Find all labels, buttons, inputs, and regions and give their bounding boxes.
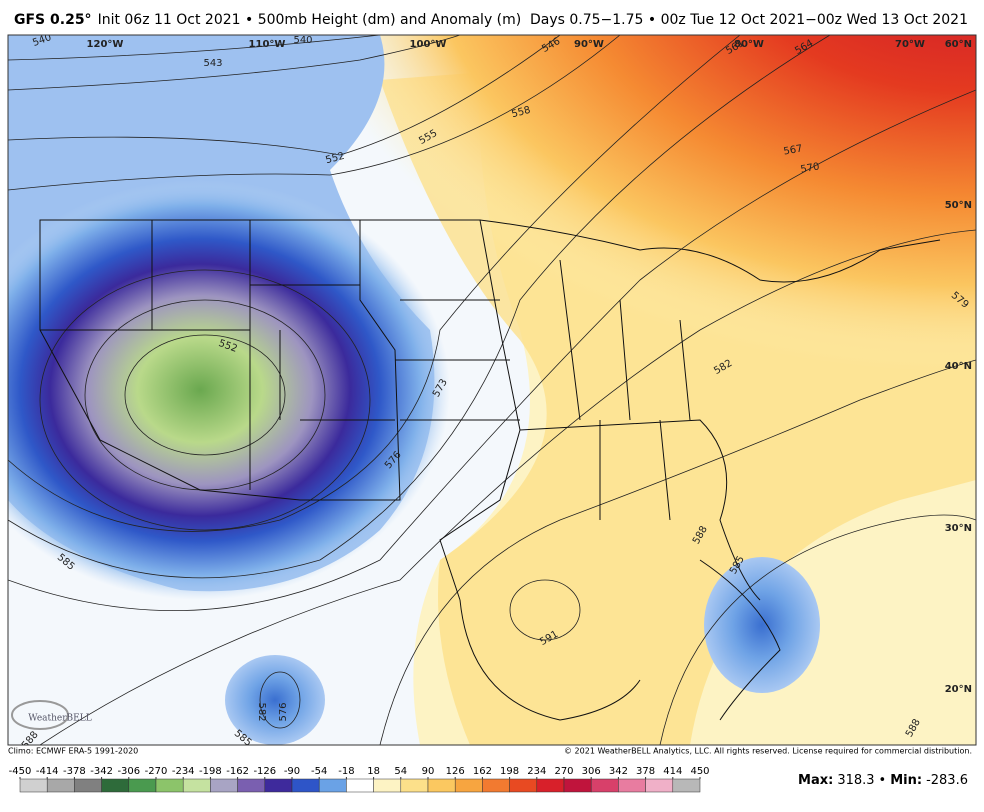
colorbar-label: 90 [422, 766, 435, 777]
colorbar-swatch [536, 778, 565, 793]
header: GFS 0.25° Init 06z 11 Oct 2021 • 500mb He… [14, 12, 521, 28]
colorbar-label: -54 [311, 766, 327, 777]
colorbar-swatch [237, 778, 266, 793]
max-value: 318.3 [837, 773, 874, 788]
colorbar-label: -306 [117, 766, 140, 777]
colorbar-swatch [618, 778, 646, 793]
longitude-label: 70°W [895, 39, 925, 50]
colorbar-swatch [155, 778, 184, 793]
colorbar-label: -198 [199, 766, 222, 777]
description: Init 06z 11 Oct 2021 • 500mb Height (dm)… [98, 12, 522, 28]
latitude-label: 50°N [945, 200, 972, 211]
colorbar-swatch [19, 778, 48, 793]
min-value: -283.6 [926, 773, 968, 788]
colorbar-label: 162 [473, 766, 492, 777]
contour-label: 582 [256, 702, 267, 721]
contour-label: 540 [293, 35, 312, 46]
colorbar-swatch [373, 778, 402, 793]
max-label: Max: [798, 773, 833, 788]
colorbar-swatch [454, 778, 483, 793]
longitude-label: 100°W [410, 39, 447, 50]
min-label: Min: [890, 773, 922, 788]
anomaly-blob [704, 557, 820, 693]
colorbar-swatch [346, 778, 374, 793]
colorbar-swatch [46, 778, 75, 793]
latitude-label: 40°N [945, 361, 972, 372]
colorbar-swatch [590, 778, 619, 793]
colorbar-label: 18 [367, 766, 380, 777]
colorbar-label: -234 [172, 766, 195, 777]
colorbar-swatch [563, 778, 592, 793]
contour-label: 570 [800, 161, 821, 175]
longitude-label: 90°W [574, 39, 604, 50]
colorbar: -450 -414 -378 -342 -306 -270 -234 -198 -162 -126… [9, 766, 710, 793]
contours [8, 35, 976, 745]
latitude-label: 60°N [945, 39, 972, 50]
longitude-label: 120°W [87, 39, 124, 50]
copyright: © 2021 WeatherBELL Analytics, LLC. All r… [564, 747, 972, 756]
colorbar-swatch [318, 778, 347, 793]
colorbar-swatch [264, 778, 293, 793]
colorbar-label: 414 [663, 766, 682, 777]
colorbar-label: 126 [446, 766, 465, 777]
contour-label: 576 [278, 702, 289, 721]
contour-label: 543 [203, 58, 222, 69]
colorbar-label: -126 [253, 766, 276, 777]
colorbar-label: 450 [690, 766, 709, 777]
separator: • [879, 773, 887, 788]
colorbar-swatch [427, 778, 456, 793]
colorbar-label: -378 [63, 766, 86, 777]
colorbar-swatch [672, 778, 701, 793]
colorbar-label: -162 [226, 766, 249, 777]
colorbar-label: -18 [338, 766, 354, 777]
contour-label: 558 [510, 105, 531, 121]
colorbar-label: -90 [284, 766, 300, 777]
stats: Max: 318.3 • Min: -283.6 [798, 773, 968, 788]
colorbar-swatch [128, 778, 157, 793]
borders [39, 219, 941, 721]
colorbar-swatch [509, 778, 538, 793]
latitude-label: 30°N [945, 523, 972, 534]
colorbar-swatch [182, 778, 211, 793]
colorbar-label: -342 [90, 766, 113, 777]
contour-label: 567 [783, 143, 804, 157]
logo-text: WeatherBELL [28, 714, 91, 724]
contour-label: 552 [324, 151, 345, 167]
colorbar-swatch [74, 778, 102, 793]
model: GFS 0.25° [14, 12, 92, 28]
colorbar-label: 378 [636, 766, 655, 777]
longitude-label: 110°W [249, 39, 286, 50]
colorbar-label: -450 [9, 766, 32, 777]
anomaly-blob [225, 655, 325, 745]
colorbar-swatch [482, 778, 510, 793]
colorbar-swatch [400, 778, 429, 793]
climo: Climo: ECMWF ERA-5 1991-2020 [8, 747, 138, 756]
longitude-label: 80°W [734, 39, 764, 50]
colorbar-label: 342 [609, 766, 628, 777]
colorbar-swatch [291, 778, 320, 793]
colorbar-swatch [210, 778, 238, 793]
latitude-label: 20°N [945, 684, 972, 695]
map-frame [7, 34, 977, 746]
colorbar-swatch [101, 778, 130, 793]
colorbar-swatch [645, 778, 674, 793]
colorbar-label: 306 [582, 766, 601, 777]
valid-time: Days 0.75−1.75 • 00z Tue 12 Oct 2021−00z… [530, 12, 968, 28]
colorbar-label: 198 [500, 766, 519, 777]
colorbar-label: 54 [394, 766, 407, 777]
logo: WeatherBELL [11, 700, 92, 730]
map: 120°W 110°W 100°W 90°W 80°W 70°W 60°N 50°N 40°N 3… [8, 35, 976, 745]
colorbar-label: 270 [554, 766, 573, 777]
colorbar-label: 234 [527, 766, 546, 777]
colorbar-label: -270 [145, 766, 168, 777]
colorbar-label: -414 [36, 766, 59, 777]
